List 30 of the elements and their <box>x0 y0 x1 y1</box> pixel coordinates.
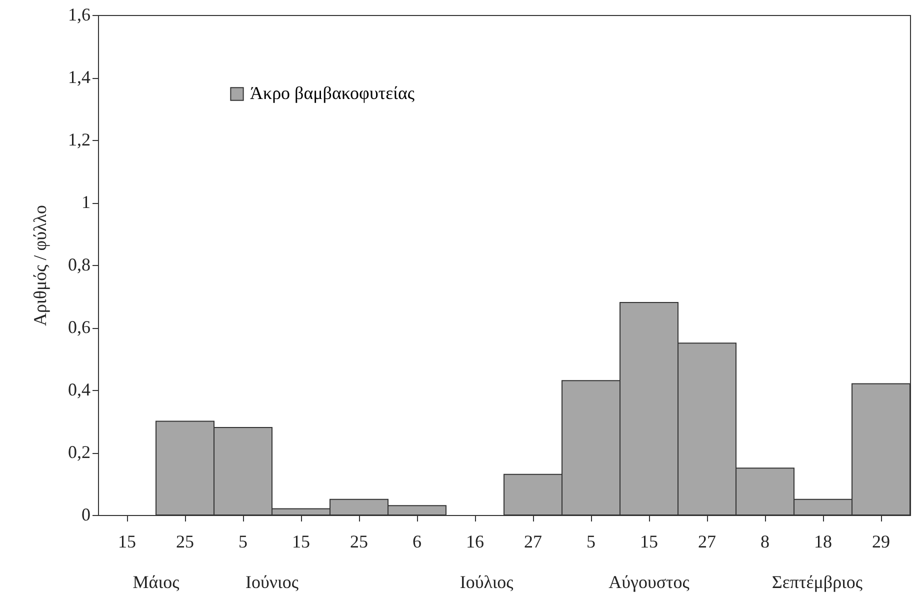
x-tick-label: 5 <box>586 532 596 552</box>
legend-label: Άκρο βαμβακοφυτείας <box>250 83 415 103</box>
y-tick-label: 1,2 <box>68 130 90 150</box>
month-label: Μάιος <box>132 572 180 593</box>
month-label: Αύγουστος <box>608 572 690 593</box>
x-tick-label: 16 <box>466 532 484 552</box>
x-tick-label: 6 <box>412 532 422 552</box>
x-tick-label: 15 <box>292 532 310 552</box>
x-tick-label: 5 <box>238 532 248 552</box>
x-tick-label: 18 <box>814 532 832 552</box>
x-tick-label: 25 <box>350 532 368 552</box>
x-tick-label: 27 <box>698 532 716 552</box>
x-tick-label: 8 <box>760 532 770 552</box>
y-tick-label: 0,4 <box>68 380 90 400</box>
y-tick-label: 1,6 <box>68 4 90 24</box>
x-tick-label: 29 <box>872 532 890 552</box>
y-tick-label: 0,8 <box>68 254 90 274</box>
y-axis-title: Αριθμός / φύλλο <box>30 205 50 326</box>
x-tick-label: 15 <box>118 532 136 552</box>
x-tick-label: 15 <box>640 532 658 552</box>
x-tick-label: 25 <box>176 532 194 552</box>
month-label: Σεπτέμβριος <box>772 572 863 593</box>
month-label: Ιούλιος <box>460 572 514 593</box>
month-label: Ιούνιος <box>246 572 298 593</box>
y-tick-label: 0,6 <box>68 317 90 337</box>
y-tick-label: 1 <box>82 192 90 212</box>
y-tick-label: 0,2 <box>68 442 90 462</box>
y-tick-label: 0 <box>82 504 90 524</box>
y-tick-label: 1,4 <box>68 67 90 87</box>
x-tick-label: 27 <box>524 532 542 552</box>
